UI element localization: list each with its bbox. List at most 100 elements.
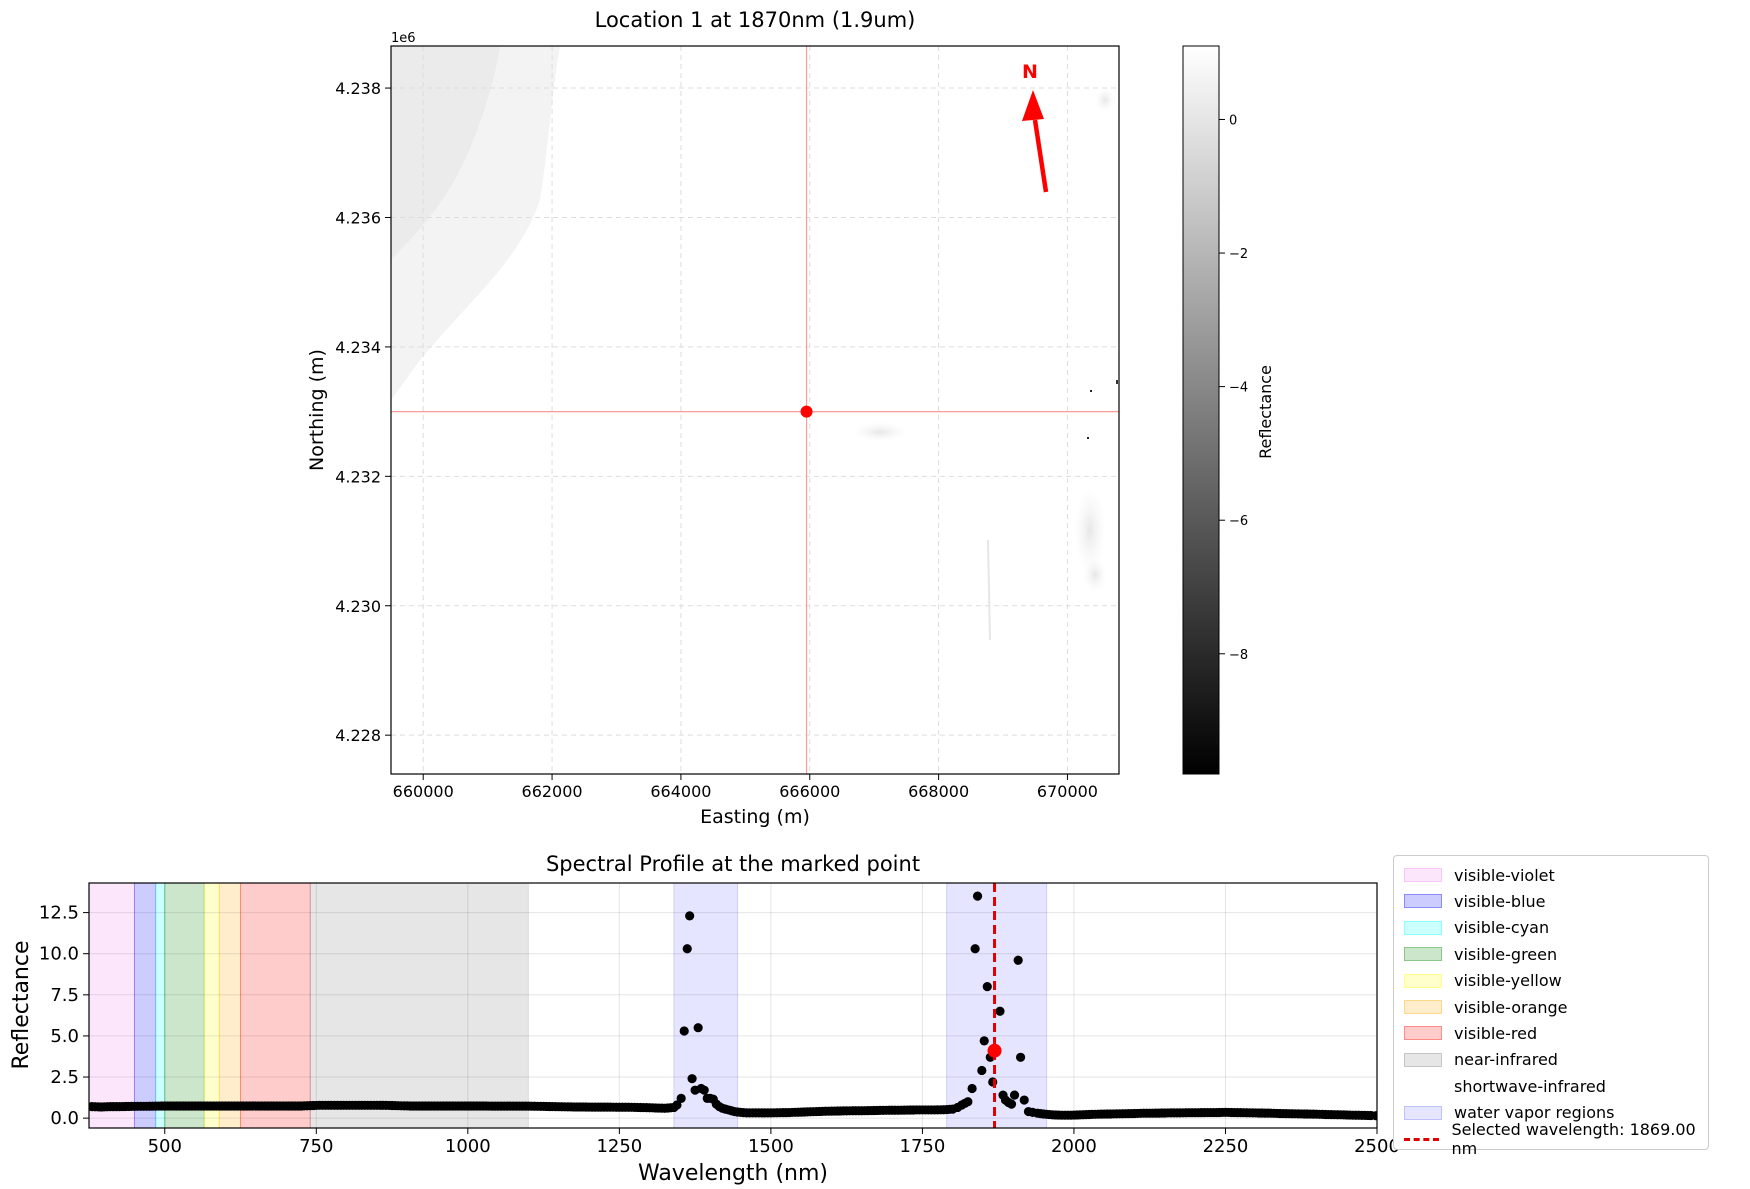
legend-label: visible-cyan: [1454, 918, 1550, 938]
map-x-axis-label: Easting (m): [700, 806, 810, 828]
spectral-points: [89, 891, 1377, 1121]
data-point: [1013, 955, 1023, 965]
spectral-x-tick-label: 750: [299, 1136, 333, 1157]
data-point: [1006, 1099, 1017, 1109]
map-x-tick-label: 660000: [393, 782, 454, 801]
data-point: [1363, 1110, 1373, 1121]
data-point: [972, 891, 983, 901]
data-point: [945, 1104, 955, 1114]
map-crosshair: [391, 46, 1119, 774]
data-point: [1019, 1095, 1029, 1105]
legend-swatch: [1404, 1052, 1442, 1067]
marked-point: [800, 405, 813, 418]
spectral-x-tick-label: 2000: [1051, 1136, 1097, 1157]
data-point: [679, 1026, 689, 1036]
spectral-background: [89, 883, 1377, 1128]
colorbar-tick-label: −8: [1229, 648, 1248, 663]
spectral-y-tick-label: 0.0: [50, 1108, 79, 1129]
data-point: [666, 1103, 676, 1113]
legend-swatch: [1404, 1000, 1442, 1014]
spectral-selected: [987, 883, 1002, 1128]
map-x-tick-label: 664000: [650, 782, 711, 801]
spectral-x-tick-label: 1500: [748, 1136, 794, 1157]
map-y-tick-label: 4.232: [335, 467, 381, 486]
map-y-tick-label: 4.230: [335, 597, 381, 616]
map-x-tick-label: 662000: [522, 782, 583, 801]
legend-swatch: [1404, 894, 1442, 909]
region-band: [527, 883, 1377, 1128]
colorbar-label: Reflectance: [1256, 365, 1275, 459]
spectral-legend: visible-violet visible-blue visible-cyan vi…: [1393, 855, 1709, 1158]
data-point: [982, 981, 992, 992]
legend-label: visible-blue: [1454, 891, 1546, 911]
spectral-regions: [89, 883, 1377, 1128]
spectral-y-tick-label: 10.0: [39, 944, 79, 965]
legend-line-swatch: [1404, 1137, 1440, 1141]
legend-label: visible-red: [1454, 1023, 1538, 1043]
legend-entry: Selected wavelength: 1869.00 nm: [1404, 1120, 1708, 1158]
legend-label: shortwave-infrared: [1454, 1076, 1606, 1096]
map-y-tick-label: 4.236: [335, 208, 381, 227]
spectral-panel: Spectral Profile at the marked point 500…: [9, 852, 1400, 1186]
legend-swatch: [1404, 1026, 1442, 1041]
spectral-x-ticks: 500 750 1000 1250 1500 1750 2000 2250 2500: [148, 1128, 1400, 1157]
spectral-y-tick-label: 7.5: [50, 985, 79, 1006]
map-terrain-texture: [391, 46, 1118, 641]
region-band: [203, 883, 220, 1128]
region-band: [155, 883, 166, 1128]
north-arrow-icon: N: [1022, 61, 1049, 193]
map-y-axis-label: Northing (m): [306, 349, 328, 471]
spectral-y-axis-label: Reflectance: [9, 940, 34, 1069]
map-frame: [390, 45, 1120, 775]
legend-entry: visible-violet: [1404, 864, 1555, 886]
colorbar-tick-label: −2: [1229, 247, 1248, 262]
data-point: [687, 1074, 697, 1084]
spectral-y-tick-label: 5.0: [50, 1026, 79, 1047]
colorbar: 0 −2 −4 −6 −8 Reflectance: [1182, 45, 1275, 775]
map-y-ticks: 4.228 4.230 4.232 4.234 4.236 4.238: [335, 79, 391, 745]
data-point: [935, 1105, 946, 1115]
colorbar-tick-label: −4: [1229, 381, 1248, 396]
colorbar-ticks: 0 −2 −4 −6 −8: [1219, 113, 1248, 663]
legend-swatch: [1404, 868, 1442, 882]
spectral-x-tick-label: 1000: [445, 1136, 491, 1157]
legend-swatch: [1404, 973, 1442, 988]
north-arrow-label: N: [1022, 61, 1038, 83]
data-point: [1009, 1090, 1020, 1100]
data-point: [979, 1036, 989, 1046]
region-band: [946, 883, 1048, 1128]
data-point: [977, 1065, 987, 1076]
colorbar-tick-label: −6: [1229, 514, 1248, 529]
region-band: [133, 883, 157, 1128]
legend-entry: visible-red: [1404, 1022, 1537, 1044]
legend-entry: visible-green: [1404, 943, 1557, 965]
colorbar-tick-label: 0: [1229, 113, 1237, 128]
spectral-x-tick-label: 1750: [900, 1136, 946, 1157]
legend-label: visible-yellow: [1454, 971, 1562, 991]
map-y-offset-label: 1e6: [391, 31, 416, 46]
legend-label: water vapor regions: [1454, 1103, 1615, 1123]
legend-label: visible-green: [1454, 944, 1558, 964]
legend-swatch: [1404, 947, 1442, 962]
spectral-x-tick-label: 2250: [1203, 1136, 1249, 1157]
region-band: [164, 883, 205, 1128]
spectral-y-ticks: 0.0 2.5 5.0 7.5 10.0 12.5: [39, 903, 89, 1129]
spectral-x-axis-label: Wavelength (nm): [638, 1161, 828, 1186]
legend-swatch: [1404, 1079, 1442, 1094]
spectral-x-tick-label: 1250: [596, 1136, 642, 1157]
spectral-title: Spectral Profile at the marked point: [546, 852, 920, 876]
map-x-tick-label: 666000: [779, 782, 840, 801]
spectral-x-tick-label: 500: [148, 1136, 182, 1157]
region-band: [240, 883, 311, 1128]
region-band: [89, 883, 135, 1128]
data-point: [699, 1085, 709, 1095]
spectral-frame: [88, 882, 1378, 1129]
region-band: [309, 883, 529, 1128]
data-point: [693, 1023, 703, 1033]
data-point: [676, 1093, 686, 1104]
map-x-tick-label: 668000: [908, 782, 969, 801]
map-y-tick-label: 4.238: [335, 79, 381, 98]
legend-entry: visible-blue: [1404, 890, 1546, 912]
map-title: Location 1 at 1870nm (1.9um): [595, 8, 916, 32]
legend-label: visible-orange: [1454, 997, 1568, 1017]
